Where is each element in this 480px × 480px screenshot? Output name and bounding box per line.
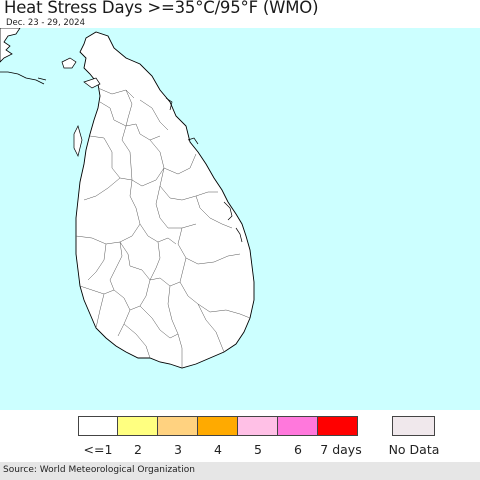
- legend-swatch-3: [158, 416, 198, 436]
- legend-label-le1: <=1: [83, 442, 113, 457]
- legend-label-3: 3: [174, 442, 182, 457]
- jaffna-islet: [61, 57, 77, 69]
- district-boundaries: [75, 87, 251, 368]
- legend-swatch-6: [278, 416, 318, 436]
- coast-details: [165, 97, 243, 243]
- legend-label-2: 2: [134, 442, 142, 457]
- sea: [0, 28, 480, 410]
- date-range: Dec. 23 - 29, 2024: [6, 18, 85, 28]
- source-text: Source: World Meteorological Organizatio…: [3, 465, 195, 475]
- legend-swatch-2: [118, 416, 158, 436]
- legend-swatch-5: [238, 416, 278, 436]
- legend-swatch-no-data: [392, 416, 435, 436]
- legend-label-7: 7 days: [320, 442, 362, 457]
- legend-label-no-data: No Data: [388, 442, 440, 457]
- legend-swatch-le1: [78, 416, 118, 436]
- legend-swatch-7: [318, 416, 358, 436]
- kalpitiya-spit: [73, 125, 83, 158]
- legend: <=1 2 3 4 5 6 7 days No Data: [0, 416, 480, 460]
- legend-label-6: 6: [294, 442, 302, 457]
- adams-bridge: [0, 71, 47, 85]
- map-title: Heat Stress Days >=35°C/95°F (WMO): [4, 0, 319, 17]
- legend-label-4: 4: [214, 442, 222, 457]
- source-bar: Source: World Meteorological Organizatio…: [0, 462, 480, 480]
- legend-swatch-4: [198, 416, 238, 436]
- map-area: [0, 28, 480, 410]
- legend-label-5: 5: [254, 442, 262, 457]
- mannar-island: [83, 77, 101, 89]
- sri-lanka-map: [0, 28, 480, 410]
- india-coast: [0, 28, 21, 63]
